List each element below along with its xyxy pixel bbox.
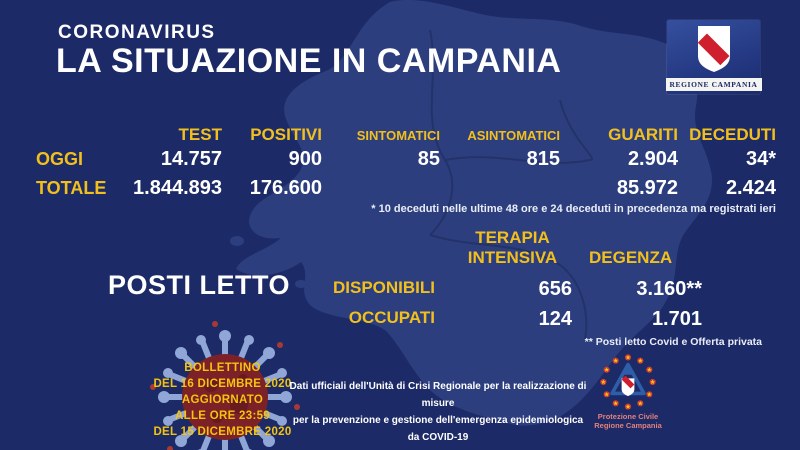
col-header-terapia-intensiva: TERAPIA INTENSIVA <box>450 228 575 268</box>
row-label-oggi: OGGI <box>36 149 84 169</box>
bulletin-line-1: BOLLETTINO <box>184 362 261 374</box>
beds-section-title: POSTI LETTO <box>108 270 291 300</box>
regione-campania-logo: REGIONE CAMPANIA <box>665 20 762 94</box>
page-title: LA SITUAZIONE IN CAMPANIA <box>56 42 562 80</box>
value-occupati-icu: 124 <box>538 308 572 330</box>
value-oggi-sintomatici: 85 <box>417 148 440 170</box>
region-logo-caption: REGIONE CAMPANIA <box>665 78 762 91</box>
official-data-note: Dati ufficiali dell'Unità di Crisi Regio… <box>288 378 588 446</box>
bulletin-line-4: ALLE ORE 23:59 <box>175 410 270 422</box>
col-header-positivi: POSITIVI <box>250 125 322 144</box>
value-oggi-deceduti: 34* <box>745 148 776 170</box>
coronavirus-illustration <box>150 321 300 450</box>
pc-caption-line1: Protezione Civile <box>597 412 659 421</box>
value-oggi-test: 14.757 <box>160 148 222 170</box>
value-occupati-ward: 1.701 <box>651 308 702 330</box>
value-totale-positivi: 176.600 <box>249 177 322 199</box>
value-disponibili-icu: 656 <box>538 278 572 300</box>
value-totale-guariti: 85.972 <box>616 177 678 199</box>
bulletin-line-3: AGGIORNATO <box>181 394 264 406</box>
bulletin-date-block: BOLLETTINO DEL 16 DICEMBRE 2020 AGGIORNA… <box>110 360 335 440</box>
value-oggi-guariti: 2.904 <box>627 148 678 170</box>
value-totale-deceduti: 2.424 <box>725 177 776 199</box>
deaths-footnote: * 10 deceduti nelle ultime 48 ore e 24 d… <box>371 203 776 215</box>
protezione-civile-icon <box>600 354 656 410</box>
campania-shield-icon <box>693 24 734 76</box>
row-label-disponibili: DISPONIBILI <box>332 278 435 297</box>
col-header-guariti: GUARITI <box>608 125 678 144</box>
row-label-occupati: OCCUPATI <box>348 308 435 327</box>
col-header-asintomatici: ASINTOMATICI <box>467 128 560 143</box>
protezione-civile-logo: Protezione Civile Regione Campania <box>588 353 668 430</box>
row-label-totale: TOTALE <box>36 178 107 198</box>
col-header-degenza: DEGENZA <box>589 248 673 267</box>
beds-footnote: ** Posti letto Covid e Offerta privata <box>584 336 762 348</box>
bulletin-line-5: DEL 15 DICEMBRE 2020 <box>153 426 292 438</box>
source-note-line1: Dati ufficiali dell'Unità di Crisi Regio… <box>289 381 587 409</box>
source-note-line2: per la prevenzione e gestione dell'emerg… <box>292 415 584 443</box>
icu-header-line1: TERAPIA <box>475 228 550 247</box>
col-header-test: TEST <box>178 125 222 144</box>
stats-table: TEST POSITIVI SINTOMATICI ASINTOMATICI G… <box>36 120 776 203</box>
pc-caption-line2: Regione Campania <box>594 421 662 430</box>
value-disponibili-ward: 3.160** <box>636 278 702 300</box>
col-header-deceduti: DECEDUTI <box>689 125 776 144</box>
value-oggi-asintomatici: 815 <box>526 148 560 170</box>
value-totale-test: 1.844.893 <box>133 177 222 199</box>
col-header-sintomatici: SINTOMATICI <box>356 128 440 143</box>
bulletin-line-2: DEL 16 DICEMBRE 2020 <box>153 378 292 390</box>
header-kicker: CORONAVIRUS <box>58 22 216 43</box>
icu-header-line2: INTENSIVA <box>467 248 558 267</box>
value-oggi-positivi: 900 <box>288 148 322 170</box>
